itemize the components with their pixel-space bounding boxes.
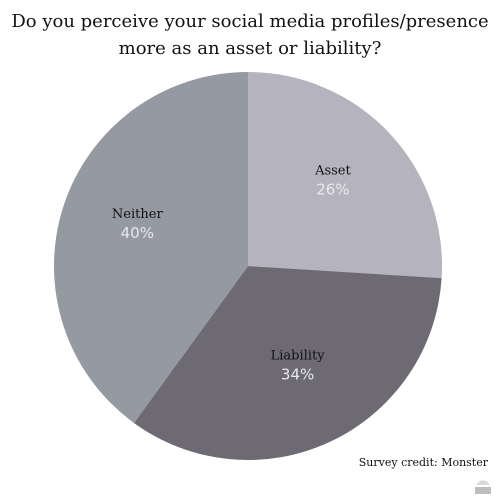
slice-label-neither: Neither <box>112 207 164 222</box>
pie-slices <box>53 72 443 461</box>
pie-slice-asset <box>248 72 443 279</box>
visme-logo-icon <box>475 480 491 494</box>
chart-title: Do you perceive your social media profil… <box>0 8 500 62</box>
slice-label-asset: Asset <box>314 163 351 178</box>
slice-label-liability: Liability <box>271 348 326 363</box>
chart-title-line-1: Do you perceive your social media profil… <box>11 11 489 32</box>
slice-value-liability: 34% <box>281 365 314 383</box>
slice-value-asset: 26% <box>316 180 349 198</box>
pie-slice-neither <box>53 72 248 423</box>
pie-slice-liability <box>133 266 442 461</box>
survey-credit: Survey credit: Monster <box>358 456 488 469</box>
slice-value-neither: 40% <box>121 224 154 242</box>
chart-title-line-2: more as an asset or liability? <box>118 38 382 59</box>
pie-labels: Asset 26% Liability 34% Neither 40% <box>112 163 352 383</box>
